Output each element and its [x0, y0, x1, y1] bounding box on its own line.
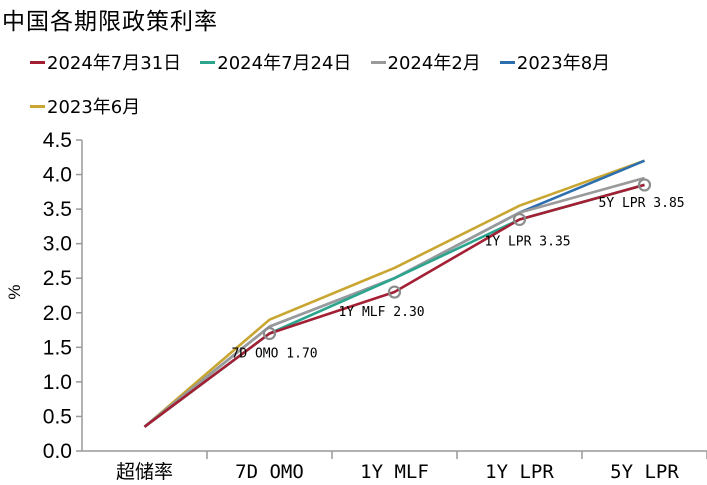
x-tick-label: 5Y LPR	[610, 461, 679, 483]
y-tick-label: 1.0	[43, 371, 72, 394]
y-tick-label: 2.0	[43, 302, 72, 325]
legend-label: 2024年7月31日	[47, 53, 182, 74]
legend-item: 2024年2月	[370, 40, 481, 84]
y-tick-label: 3.5	[43, 198, 72, 221]
legend: 2024年7月31日 2024年7月24日 2024年2月 2023年8月 20…	[30, 40, 707, 128]
legend-item: 2024年7月24日	[200, 40, 351, 84]
legend-swatch	[30, 60, 45, 64]
chart-title: 中国各期限政策利率	[2, 9, 218, 35]
legend-label: 2024年7月24日	[217, 53, 352, 74]
legend-swatch	[499, 60, 515, 64]
annotation-marker	[262, 326, 277, 341]
legend-item: 2023年8月	[499, 40, 611, 84]
legend-label: 2023年6月	[47, 97, 141, 118]
annotation-label: 1Y LPR 3.35	[485, 234, 571, 249]
y-tick-label: 4.0	[43, 164, 72, 187]
legend-swatch	[200, 60, 216, 64]
legend-label: 2024年2月	[387, 53, 481, 74]
annotation-label: 1Y MLF 2.30	[339, 305, 425, 320]
y-tick-label: 1.5	[43, 336, 72, 359]
y-tick-label: 2.5	[43, 267, 72, 290]
y-tick-label: 3.0	[43, 233, 72, 256]
legend-swatch	[370, 60, 386, 64]
series-line	[143, 183, 645, 428]
annotation-marker	[512, 212, 527, 227]
annotation-marker	[637, 178, 652, 192]
y-tick-label: 0.0	[43, 440, 72, 463]
y-tick-label: 0.5	[43, 405, 72, 428]
x-tick-label: 超储率	[116, 461, 173, 483]
y-tick-label: 4.5	[43, 129, 72, 152]
legend-swatch	[30, 104, 45, 108]
annotation-marker	[387, 285, 402, 299]
series-line	[143, 159, 645, 428]
legend-item: 2024年7月31日	[30, 40, 181, 84]
series-line	[143, 159, 645, 428]
x-tick-label: 1Y LPR	[485, 461, 554, 483]
annotation-label: 7D OMO 1.70	[232, 347, 318, 362]
legend-label: 2023年8月	[516, 53, 611, 74]
x-tick-label: 7D OMO	[235, 461, 304, 483]
y-axis-label: %	[5, 284, 24, 299]
legend-item: 2023年6月	[30, 84, 140, 128]
series-line	[143, 176, 645, 428]
x-tick-label: 1Y MLF	[360, 461, 429, 483]
annotation-label: 5Y LPR 3.85	[599, 196, 685, 211]
